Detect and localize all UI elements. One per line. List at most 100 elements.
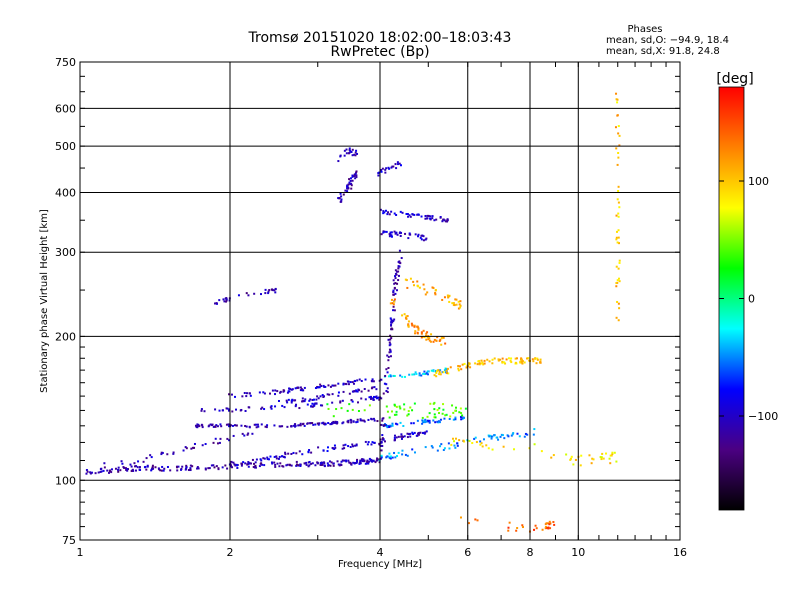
- echo-point: [467, 522, 470, 525]
- echo-point: [247, 294, 250, 297]
- echo-point: [446, 220, 449, 223]
- echo-point: [401, 211, 404, 214]
- echo-point: [406, 213, 409, 216]
- echo-point: [311, 422, 314, 425]
- echo-point: [400, 231, 403, 234]
- echo-point: [395, 436, 398, 439]
- echo-point: [388, 167, 391, 170]
- echo-point: [616, 101, 619, 104]
- echo-point: [508, 521, 511, 524]
- echo-point: [394, 269, 397, 272]
- echo-point: [133, 462, 136, 465]
- echo-point: [407, 413, 410, 416]
- echo-point: [321, 461, 324, 464]
- echo-point: [319, 383, 322, 386]
- echo-point: [398, 249, 401, 252]
- echo-point: [419, 431, 422, 434]
- echo-point: [251, 432, 254, 435]
- echo-point: [501, 434, 504, 437]
- echo-point: [143, 466, 146, 469]
- echo-point: [426, 214, 429, 217]
- echo-point: [393, 436, 396, 439]
- echo-point: [410, 422, 413, 425]
- echo-point: [451, 404, 454, 407]
- echo-point: [337, 391, 340, 394]
- echo-point: [126, 467, 129, 470]
- echo-point: [507, 529, 510, 532]
- echo-point: [340, 460, 343, 463]
- echo-point: [387, 359, 390, 362]
- echo-point: [106, 469, 109, 472]
- echo-point: [393, 282, 396, 285]
- echo-point: [403, 313, 406, 316]
- echo-point: [219, 423, 222, 426]
- echo-point: [226, 407, 229, 410]
- echo-point: [231, 424, 234, 427]
- echo-point: [396, 270, 399, 273]
- echo-point: [614, 126, 617, 129]
- echo-point: [520, 358, 523, 361]
- echo-point: [364, 398, 367, 401]
- echo-point: [337, 197, 340, 200]
- colorbar-tick-label: 100: [748, 175, 769, 188]
- echo-point: [371, 378, 374, 381]
- echo-point: [444, 342, 447, 345]
- echo-point: [504, 362, 507, 365]
- echo-point: [413, 451, 416, 454]
- echo-point: [334, 420, 337, 423]
- echo-point: [303, 462, 306, 465]
- echo-point: [338, 196, 341, 199]
- echo-point: [490, 437, 493, 440]
- echo-point: [289, 464, 292, 467]
- echo-point: [523, 435, 526, 438]
- echo-point: [474, 518, 477, 521]
- echo-point: [424, 238, 427, 241]
- echo-point: [389, 302, 392, 305]
- y-tick-label: 75: [62, 534, 76, 547]
- echo-point: [253, 423, 256, 426]
- echo-point: [331, 401, 334, 404]
- echo-point: [414, 371, 417, 374]
- echo-point: [241, 395, 244, 398]
- echo-point: [478, 362, 481, 365]
- echo-point: [323, 462, 326, 465]
- echo-point: [295, 403, 298, 406]
- echo-point: [390, 235, 393, 238]
- echo-point: [388, 351, 391, 354]
- echo-point: [185, 464, 188, 467]
- echo-point: [479, 440, 482, 443]
- echo-point: [428, 337, 431, 340]
- echo-point: [430, 445, 433, 448]
- echo-point: [408, 233, 411, 236]
- echo-point: [399, 421, 402, 424]
- echo-point: [256, 423, 259, 426]
- echo-point: [500, 433, 503, 436]
- echo-point: [386, 371, 389, 374]
- echo-point: [293, 423, 296, 426]
- echo-point: [215, 465, 218, 468]
- y-tick-label: 200: [55, 330, 76, 343]
- echo-point: [221, 409, 224, 412]
- echo-point: [616, 241, 619, 244]
- echo-point: [386, 387, 389, 390]
- echo-point: [512, 432, 515, 435]
- echo-point: [123, 466, 126, 469]
- echo-point: [616, 198, 619, 201]
- echo-point: [399, 407, 402, 410]
- echo-point: [379, 442, 382, 445]
- echo-point: [540, 450, 543, 453]
- echo-point: [290, 425, 293, 428]
- echo-point: [360, 397, 363, 400]
- echo-point: [232, 434, 235, 437]
- echo-point: [398, 265, 401, 268]
- echo-point: [348, 181, 351, 184]
- echo-point: [393, 230, 396, 233]
- echo-point: [110, 471, 113, 474]
- echo-point: [473, 437, 476, 440]
- echo-point: [391, 321, 394, 324]
- echo-point: [446, 219, 449, 222]
- echo-point: [350, 421, 353, 424]
- echo-point: [283, 406, 286, 409]
- echo-point: [293, 424, 296, 427]
- echo-point: [316, 422, 319, 425]
